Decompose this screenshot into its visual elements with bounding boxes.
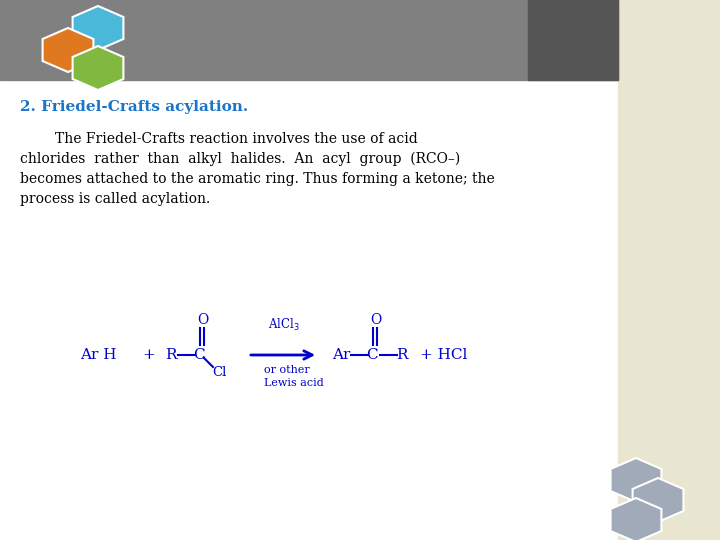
Polygon shape bbox=[611, 458, 662, 502]
Polygon shape bbox=[73, 6, 123, 50]
Text: + HCl: + HCl bbox=[420, 348, 467, 362]
Text: R: R bbox=[396, 348, 408, 362]
Text: Cl: Cl bbox=[212, 367, 226, 380]
Text: O: O bbox=[370, 313, 382, 327]
Text: AlCl$_3$: AlCl$_3$ bbox=[268, 317, 300, 333]
Bar bbox=[618, 0, 720, 540]
Polygon shape bbox=[633, 478, 683, 522]
Text: 2. Friedel-Crafts acylation.: 2. Friedel-Crafts acylation. bbox=[20, 100, 248, 114]
Text: chlorides  rather  than  alkyl  halides.  An  acyl  group  (RCO–): chlorides rather than alkyl halides. An … bbox=[20, 152, 460, 166]
Text: or other: or other bbox=[264, 365, 310, 375]
Bar bbox=[528, 0, 618, 80]
Text: +: + bbox=[142, 348, 155, 362]
Polygon shape bbox=[73, 46, 123, 90]
Text: C: C bbox=[193, 348, 204, 362]
Text: becomes attached to the aromatic ring. Thus forming a ketone; the: becomes attached to the aromatic ring. T… bbox=[20, 172, 495, 186]
Text: Lewis acid: Lewis acid bbox=[264, 378, 324, 388]
Text: R: R bbox=[165, 348, 176, 362]
Text: O: O bbox=[197, 313, 208, 327]
Polygon shape bbox=[42, 28, 94, 72]
Bar bbox=[0, 0, 618, 80]
Text: Ar: Ar bbox=[332, 348, 351, 362]
Polygon shape bbox=[611, 498, 662, 540]
Text: process is called acylation.: process is called acylation. bbox=[20, 192, 210, 206]
Text: C: C bbox=[366, 348, 377, 362]
Text: Ar H: Ar H bbox=[80, 348, 117, 362]
Text: The Friedel-Crafts reaction involves the use of acid: The Friedel-Crafts reaction involves the… bbox=[20, 132, 418, 146]
